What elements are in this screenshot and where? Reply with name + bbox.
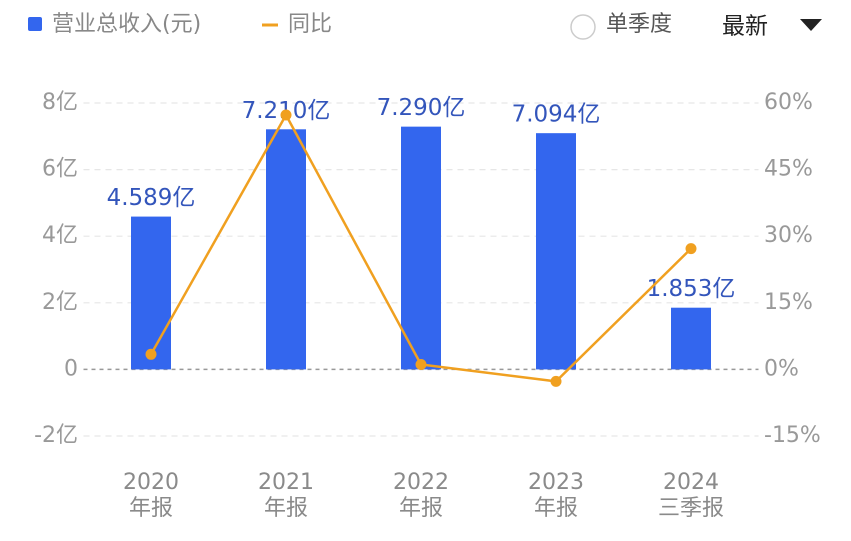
toggle-label[interactable]: 单季度 [606,12,672,37]
x-tick-label: 2020 年报 [123,470,179,521]
value-label: 7.290亿 [377,95,466,121]
x-tick-label: 2021 年报 [258,470,314,521]
y2-tick-label: 30% [764,223,813,248]
y2-tick-label: 45% [764,157,813,182]
dropdown-arrow[interactable] [800,19,822,31]
bar [671,307,711,370]
y-tick-label: 0 [64,356,78,381]
y-tick-label: 4亿 [42,223,78,248]
y-tick-label: 2亿 [42,290,78,315]
line-point [415,359,427,371]
y2-tick-label: -15% [764,423,821,448]
value-label: 1.853亿 [647,276,736,302]
x-tick-label: 2022 年报 [393,470,449,521]
legend-label[interactable]: 同比 [288,12,332,37]
legend-swatch [28,17,42,31]
radio-button[interactable] [570,14,596,40]
y-tick-label: -2亿 [34,423,78,448]
bar [401,126,441,370]
x-tick-label: 2023 年报 [528,470,584,521]
y-tick-label: 8亿 [42,90,78,115]
bar [131,216,171,370]
line-point [550,375,562,387]
bar [266,129,306,370]
legend-label[interactable]: 营业总收入(元) [52,12,201,37]
bar [536,133,576,370]
y-tick-label: 6亿 [42,157,78,182]
line-point [685,243,697,255]
x-tick-label: 2024 三季报 [657,470,724,521]
value-label: 7.094亿 [512,102,601,128]
value-label: 4.589亿 [107,185,196,211]
y2-tick-label: 60% [764,90,813,115]
y2-tick-label: 0% [764,356,799,381]
period-select[interactable]: 最新 [722,14,768,40]
line-point [280,109,292,121]
y2-tick-label: 15% [764,290,813,315]
line-point [145,348,157,360]
